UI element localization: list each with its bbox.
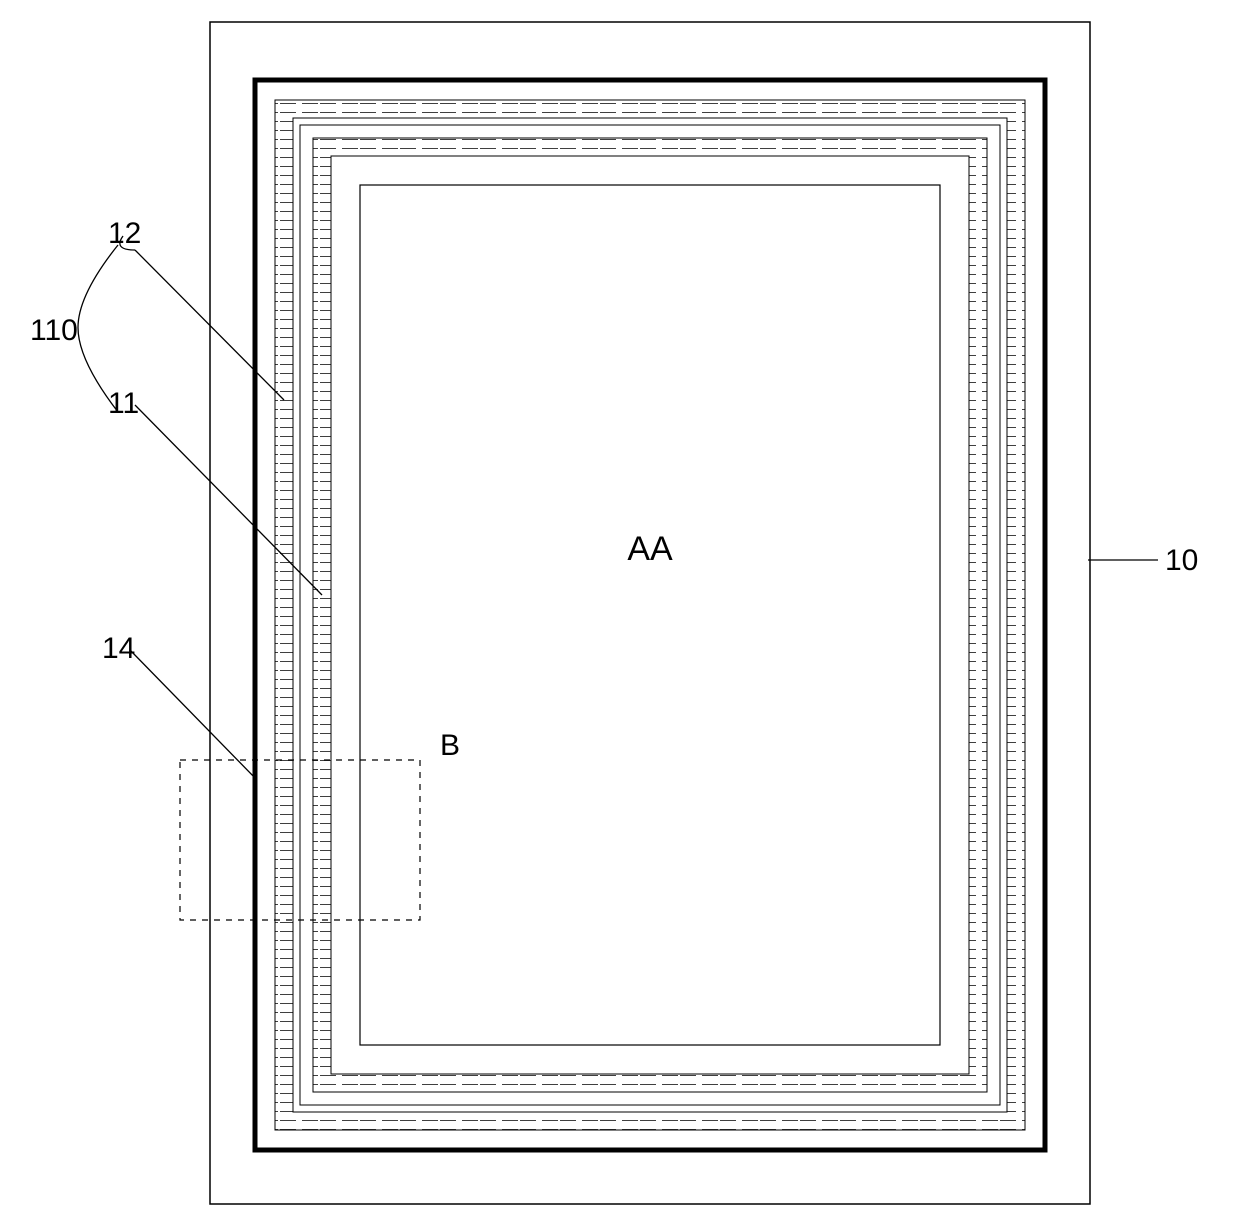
label-aa: AA [627, 530, 673, 568]
outer-frame [210, 22, 1090, 1204]
label-12: 12 [108, 217, 141, 250]
label-11: 11 [108, 387, 139, 420]
label-14: 14 [102, 632, 135, 665]
hatched-ring-outer [275, 100, 1025, 1130]
aa-frame [360, 185, 940, 1045]
hatched-ring-inner [313, 138, 987, 1092]
label-110: 110 [30, 314, 78, 347]
bold-frame [255, 80, 1045, 1150]
label-10: 10 [1165, 544, 1198, 577]
label-b: B [440, 729, 460, 762]
leader-11 [135, 405, 322, 595]
